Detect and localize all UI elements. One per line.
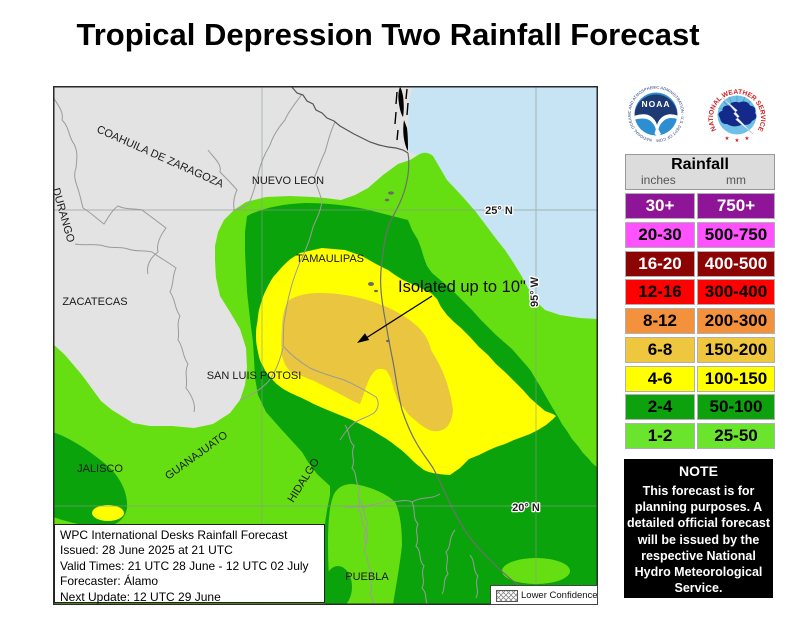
svg-text:★: ★ bbox=[725, 135, 730, 142]
svg-text:25° N: 25° N bbox=[485, 205, 513, 217]
svg-text:SAN LUIS POTOSI: SAN LUIS POTOSI bbox=[207, 370, 302, 382]
svg-text:Isolated up to 10": Isolated up to 10" bbox=[398, 278, 526, 296]
svg-text:JALISCO: JALISCO bbox=[77, 463, 123, 475]
svg-text:★: ★ bbox=[735, 137, 740, 144]
svg-text:PUEBLA: PUEBLA bbox=[345, 571, 389, 583]
svg-text:NUEVO LEON: NUEVO LEON bbox=[252, 175, 324, 187]
svg-text:NOAA: NOAA bbox=[641, 99, 670, 109]
svg-text:TAMAULIPAS: TAMAULIPAS bbox=[296, 253, 364, 265]
svg-text:ZACATECAS: ZACATECAS bbox=[62, 296, 127, 308]
svg-text:★: ★ bbox=[745, 135, 750, 142]
svg-text:95° W: 95° W bbox=[529, 276, 541, 307]
svg-text:20° N: 20° N bbox=[512, 502, 540, 514]
